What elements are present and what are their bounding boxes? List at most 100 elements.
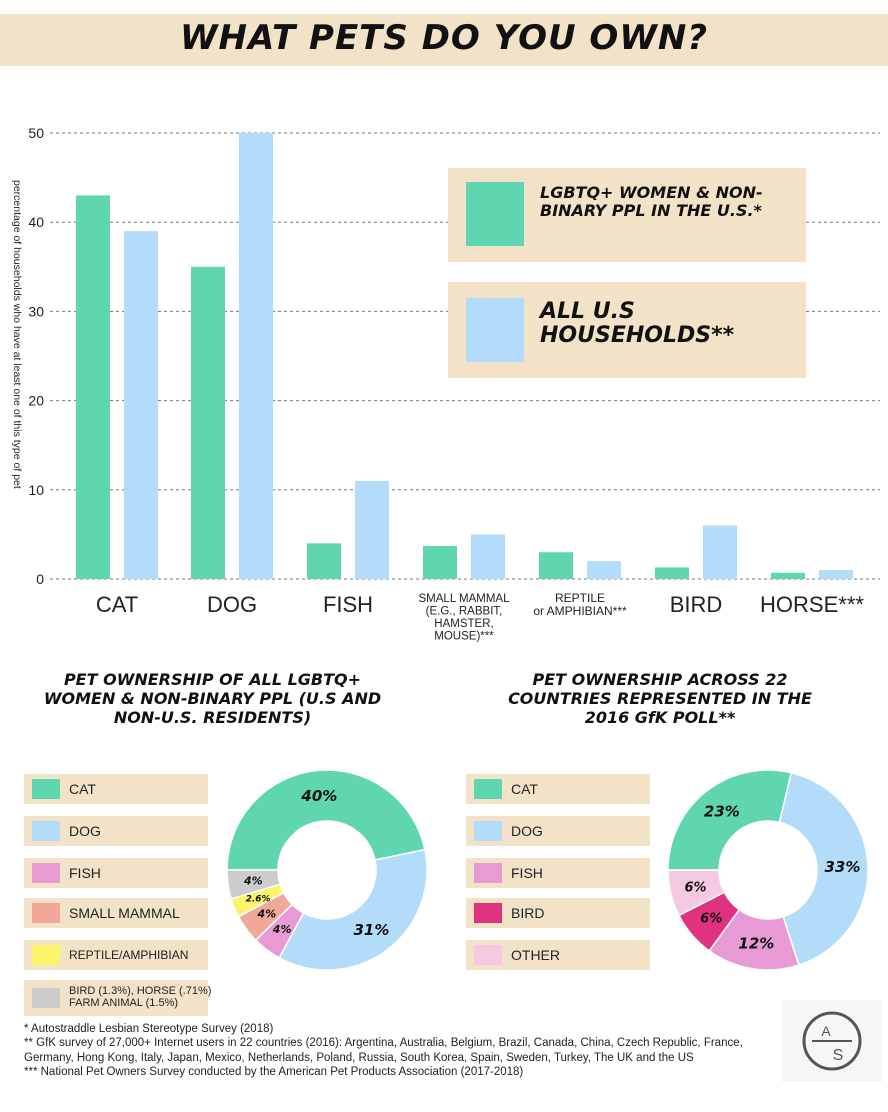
pie1-title: PET OWNERSHIP OF ALL LGBTQ+ WOMEN & NON-… — [43, 670, 382, 728]
pie1-legend-label: FISH — [69, 865, 101, 881]
pie2-legend-swatch — [474, 945, 502, 965]
pie1-legend-cat: CAT — [24, 774, 208, 804]
pie1-legend-dog: DOG — [24, 816, 208, 846]
pie2-legend-swatch — [474, 903, 502, 923]
logo-letter-top: A — [821, 1023, 831, 1039]
donut-data-label: 31% — [353, 921, 389, 939]
pie1-legend-swatch — [32, 945, 60, 965]
x-tick-label: HORSE*** — [760, 592, 864, 617]
logo-icon: A S — [802, 1011, 862, 1071]
pie1-legend-label: REPTILE/AMPHIBIAN — [69, 948, 189, 962]
footnote-2: ** GfK survey of 27,000+ Internet users … — [24, 1037, 743, 1064]
x-tick-label: DOG — [207, 592, 257, 617]
footnote-1: * Autostraddle Lesbian Stereotype Survey… — [24, 1023, 274, 1035]
donut-slice — [237, 891, 294, 942]
donut-slice — [278, 848, 428, 971]
pie2-title: PET OWNERSHIP ACROSS 22 COUNTRIES REPRES… — [508, 670, 812, 728]
donut-data-label: 6% — [685, 881, 707, 896]
donut-slice — [230, 883, 285, 918]
y-tick-label: 0 — [36, 571, 44, 587]
donut-slice — [677, 891, 741, 952]
pie1-legend-swatch — [32, 863, 60, 883]
pie2-legend-label: CAT — [511, 781, 538, 797]
bar-all-us — [355, 480, 389, 579]
bar-lgbtq — [76, 195, 110, 579]
footnotes: * Autostraddle Lesbian Stereotype Survey… — [24, 1022, 784, 1080]
pie1-legend-small-mammal: SMALL MAMMAL — [24, 898, 208, 928]
legend-swatch-lgbtq — [466, 182, 524, 246]
donut-data-label: 6% — [700, 912, 722, 927]
pie1-legend-label: CAT — [69, 781, 96, 797]
y-tick-label: 50 — [28, 125, 44, 141]
pie2-legend-label: BIRD — [511, 905, 545, 921]
donut-slice — [708, 908, 800, 971]
pie1-legend-swatch — [32, 821, 60, 841]
y-tick-label: 10 — [28, 482, 44, 498]
pie1-legend-fish: FISH — [24, 858, 208, 888]
bar-chart: 0 10 20 30 40 50 percentage of households who … — [11, 125, 880, 643]
legend-lgbtq: LGBTQ+ WOMEN & NON-BINARY PPL IN THE U.S… — [448, 168, 806, 262]
pie2-legend-cat: CAT — [466, 774, 650, 804]
x-tick-label: FISH — [323, 592, 373, 617]
pie2-legend-fish: FISH — [466, 858, 650, 888]
pie2-legend-dog: DOG — [466, 816, 650, 846]
pie2-legend-bird: BIRD — [466, 898, 650, 928]
page-title: WHAT PETS DO YOU OWN? — [179, 18, 708, 58]
bar-all-us — [587, 561, 621, 579]
pie1-legend-swatch — [32, 779, 60, 799]
pie1-legend-reptile: REPTILE/AMPHIBIAN — [24, 940, 208, 970]
y-axis-label: percentage of households who have at lea… — [11, 180, 23, 489]
pie1-legend-swatch — [32, 988, 60, 1008]
donut-slice — [226, 769, 426, 871]
pie2-legend-other: OTHER — [466, 940, 650, 970]
legend-swatch-all-us — [466, 298, 524, 362]
x-tick-label: SMALL MAMMAL (E.G., RABBIT, HAMSTER, MOUSE)… — [419, 593, 511, 643]
donut-data-label: 40% — [300, 787, 337, 805]
bar-lgbtq — [771, 572, 805, 579]
autostraddle-logo: A S — [782, 1000, 882, 1082]
pie1-legend-swatch — [32, 903, 60, 923]
pie2-legend-swatch — [474, 779, 502, 799]
bar-lgbtq — [307, 543, 341, 579]
donut-data-label: 23% — [704, 802, 740, 820]
donut-data-label: 2.6% — [246, 894, 271, 904]
donut-data-label: 4% — [243, 875, 263, 888]
donut-slice — [778, 771, 869, 967]
bar-lgbtq — [191, 266, 225, 579]
bar-all-us — [703, 525, 737, 579]
pie1-legend-label: BIRD (1.3%), HORSE (.71%) FARM ANIMAL (1… — [69, 985, 212, 1010]
pie2-legend-label: DOG — [511, 823, 543, 839]
pie2-legend-label: FISH — [511, 865, 543, 881]
donut-slice — [667, 769, 793, 871]
pie2-legend-swatch — [474, 863, 502, 883]
title-banner — [0, 14, 888, 66]
footnote-3: *** National Pet Owners Survey conducted… — [24, 1066, 524, 1079]
bar-all-us — [819, 570, 853, 579]
bar-all-us — [471, 534, 505, 579]
pie1-legend-label: SMALL MAMMAL — [69, 905, 180, 921]
donut-slice — [254, 903, 305, 959]
y-tick-label: 40 — [28, 214, 44, 230]
legend-label-all-us: ALL U.S HOUSEHOLDS** — [540, 299, 735, 349]
legend-label-lgbtq: LGBTQ+ WOMEN & NON-BINARY PPL IN THE U.S… — [540, 183, 763, 220]
x-tick-label: CAT — [96, 592, 138, 617]
bar-all-us — [239, 133, 273, 579]
bar-lgbtq — [423, 545, 457, 579]
bar-lgbtq — [655, 567, 689, 579]
donut-data-label: 12% — [738, 935, 774, 953]
pie2-legend-swatch — [474, 821, 502, 841]
x-tick-label: BIRD — [670, 592, 723, 617]
donut-data-label: 4% — [272, 923, 292, 936]
bar-all-us — [124, 231, 158, 579]
donut-slice — [667, 869, 726, 917]
bar-lgbtq — [539, 552, 573, 579]
pie1-legend-other: BIRD (1.3%), HORSE (.71%) FARM ANIMAL (1… — [24, 980, 211, 1016]
x-tick-label: REPTILE or AMPHIBIAN*** — [533, 591, 627, 618]
legend-all-us: ALL U.S HOUSEHOLDS** — [448, 282, 806, 378]
y-tick-label: 20 — [28, 393, 44, 409]
donut-slice — [226, 869, 282, 900]
donut-data-label: 4% — [257, 908, 277, 921]
pie1-legend-label: DOG — [69, 823, 101, 839]
logo-letter-bottom: S — [833, 1047, 844, 1064]
y-tick-label: 30 — [28, 303, 44, 319]
